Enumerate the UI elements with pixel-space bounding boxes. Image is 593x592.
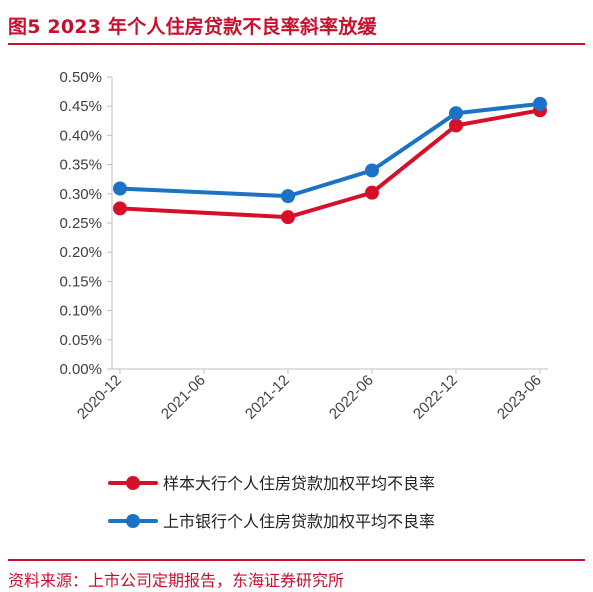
figure-title: 图5 2023 年个人住房贷款不良率斜率放缓 (8, 16, 377, 38)
y-tick-label: 0.25% (59, 215, 102, 232)
y-tick-label: 0.40% (59, 127, 102, 144)
y-tick-label: 0.05% (59, 332, 102, 349)
series-1-point (113, 201, 127, 216)
y-tick-label: 0.00% (59, 361, 102, 378)
legend-marker-1 (126, 476, 140, 490)
series-line-2 (118, 101, 542, 199)
legend-label-1: 样本大行个人住房贷款加权平均不良率 (163, 474, 435, 493)
source-divider (8, 559, 585, 561)
y-tick-label: 0.10% (59, 303, 102, 320)
x-tick-label: 2020-12 (74, 372, 125, 423)
series-2-point (449, 106, 463, 121)
y-tick-label: 0.35% (59, 157, 102, 174)
series-2-point (281, 189, 295, 204)
y-tick-label: 0.15% (59, 273, 102, 290)
series-1-point (281, 210, 295, 225)
y-tick-label: 0.30% (59, 186, 102, 203)
series-1-point (365, 185, 379, 200)
y-tick-label: 0.20% (59, 244, 102, 261)
legend-label-2: 上市银行个人住房贷款加权平均不良率 (163, 512, 435, 531)
series-2-point (365, 163, 379, 178)
source-note: 资料来源：上市公司定期报告，东海证券研究所 (8, 571, 345, 590)
x-tick-label: 2022-06 (326, 372, 377, 423)
x-tick-label: 2021-06 (158, 372, 209, 423)
y-tick-label: 0.50% (59, 69, 102, 86)
x-tick-label: 2023-06 (494, 372, 545, 423)
series-2-point (533, 96, 547, 111)
x-tick-label: 2022-12 (410, 372, 461, 423)
x-tick-label: 2021-12 (242, 372, 293, 423)
y-tick-label: 0.45% (59, 98, 102, 115)
chart-series (113, 96, 547, 225)
title-divider (8, 43, 585, 45)
series-line-1 (118, 108, 542, 220)
series-2-point (113, 181, 127, 196)
series-1-point (449, 118, 463, 133)
legend-marker-2 (126, 514, 140, 528)
